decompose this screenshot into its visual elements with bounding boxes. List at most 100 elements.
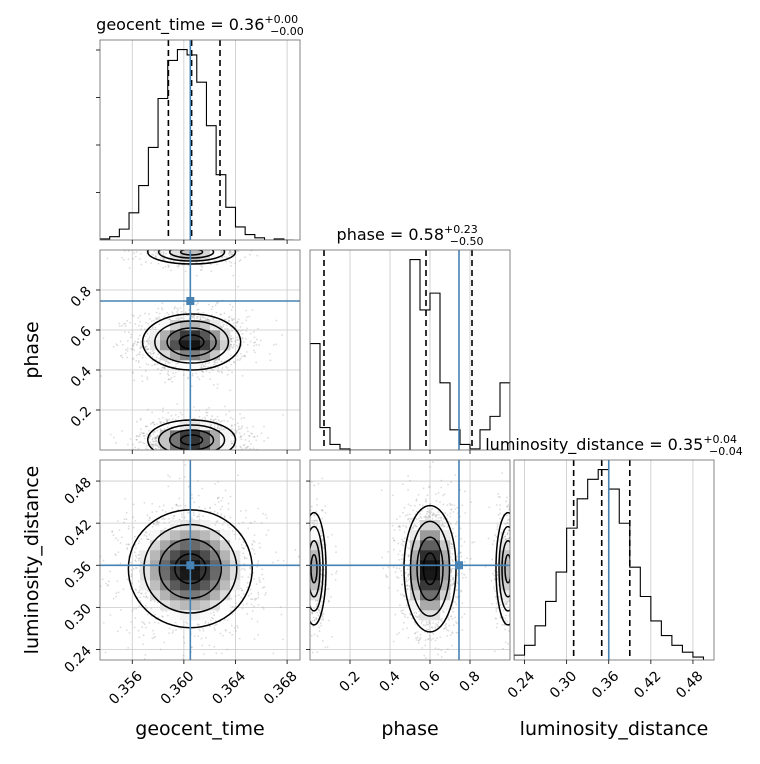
sample-point: [216, 241, 218, 243]
sample-point: [200, 451, 202, 453]
sample-point: [97, 591, 99, 593]
title-minus: −0.00: [270, 25, 304, 38]
sample-point: [136, 439, 138, 441]
sample-point: [172, 313, 174, 315]
sample-point: [120, 563, 122, 565]
sample-point: [113, 598, 115, 600]
sample-point: [182, 658, 184, 660]
sample-point: [148, 430, 150, 432]
sample-point: [306, 556, 308, 558]
sample-point: [166, 245, 168, 247]
sample-point: [256, 255, 258, 257]
sample-point: [206, 451, 208, 453]
sample-point: [127, 243, 129, 245]
sample-point: [198, 495, 200, 497]
sample-point: [173, 515, 175, 517]
sample-point: [162, 616, 164, 618]
sample-point: [254, 352, 256, 354]
sample-point: [154, 437, 156, 439]
sample-point: [164, 527, 166, 529]
sample-point: [162, 509, 164, 511]
sample-point: [241, 590, 243, 592]
density-cell: [160, 330, 170, 340]
sample-point: [179, 454, 181, 456]
sample-point: [243, 541, 245, 543]
sample-point: [188, 247, 190, 249]
sample-point: [141, 375, 143, 377]
sample-point: [198, 454, 200, 456]
sample-point: [166, 451, 168, 453]
sample-point: [195, 304, 197, 306]
sample-point: [190, 246, 192, 248]
sample-point: [253, 436, 255, 438]
sample-point: [185, 243, 187, 245]
sample-point: [239, 446, 241, 448]
sample-point: [183, 374, 185, 376]
sample-point: [185, 248, 187, 250]
sample-point: [145, 261, 147, 263]
sample-point: [186, 457, 188, 459]
sample-point: [222, 635, 224, 637]
sample-point: [226, 324, 228, 326]
sample-point: [167, 248, 169, 250]
sample-point: [246, 316, 248, 318]
sample-point: [225, 366, 227, 368]
sample-point: [177, 505, 179, 507]
sample-point: [202, 312, 204, 314]
sample-point: [191, 248, 193, 250]
sample-point: [151, 451, 153, 453]
sample-point: [204, 457, 206, 459]
sample-point: [193, 512, 195, 514]
sample-point: [156, 423, 158, 425]
sample-point: [178, 248, 180, 250]
sample-point: [140, 253, 142, 255]
sample-point: [261, 568, 263, 570]
sample-point: [237, 453, 239, 455]
sample-point: [164, 456, 166, 458]
sample-point: [200, 246, 202, 248]
sample-point: [256, 344, 258, 346]
tick-label-y: 0.8: [68, 284, 95, 311]
sample-point: [178, 416, 180, 418]
sample-point: [109, 571, 111, 573]
sample-point: [175, 629, 177, 631]
sample-point: [244, 557, 246, 559]
sample-point: [217, 481, 219, 483]
sample-point: [223, 324, 225, 326]
sample-point: [139, 662, 141, 664]
hist-title-text: geocent_time = 0.36+0.00−0.00: [96, 13, 304, 38]
sample-point: [147, 614, 149, 616]
sample-point: [174, 306, 176, 308]
density-cell: [220, 550, 230, 560]
sample-point: [203, 454, 205, 456]
sample-point: [136, 344, 138, 346]
sample-point: [175, 366, 177, 368]
sample-point: [246, 603, 248, 605]
sample-point: [216, 244, 218, 246]
sample-point: [211, 243, 213, 245]
sample-point: [186, 248, 188, 250]
sample-point: [154, 364, 156, 366]
sample-point: [231, 253, 233, 255]
sample-point: [238, 429, 240, 431]
sample-point: [201, 488, 203, 490]
sample-point: [162, 367, 164, 369]
sample-point: [159, 506, 161, 508]
sample-point: [115, 537, 117, 539]
sample-point: [236, 452, 238, 454]
sample-point: [223, 247, 225, 249]
sample-point: [108, 580, 110, 582]
sample-point: [259, 547, 261, 549]
sample-point: [152, 444, 154, 446]
sample-point: [167, 412, 169, 414]
sample-point: [205, 455, 207, 457]
sample-point: [185, 241, 187, 243]
sample-point: [178, 242, 180, 244]
sample-point: [257, 660, 259, 662]
tick-label-x: 0.356: [106, 668, 146, 708]
sample-point: [134, 343, 136, 345]
sample-point: [168, 518, 170, 520]
sample-point: [137, 353, 139, 355]
sample-point: [223, 248, 225, 250]
sample-point: [156, 436, 158, 438]
